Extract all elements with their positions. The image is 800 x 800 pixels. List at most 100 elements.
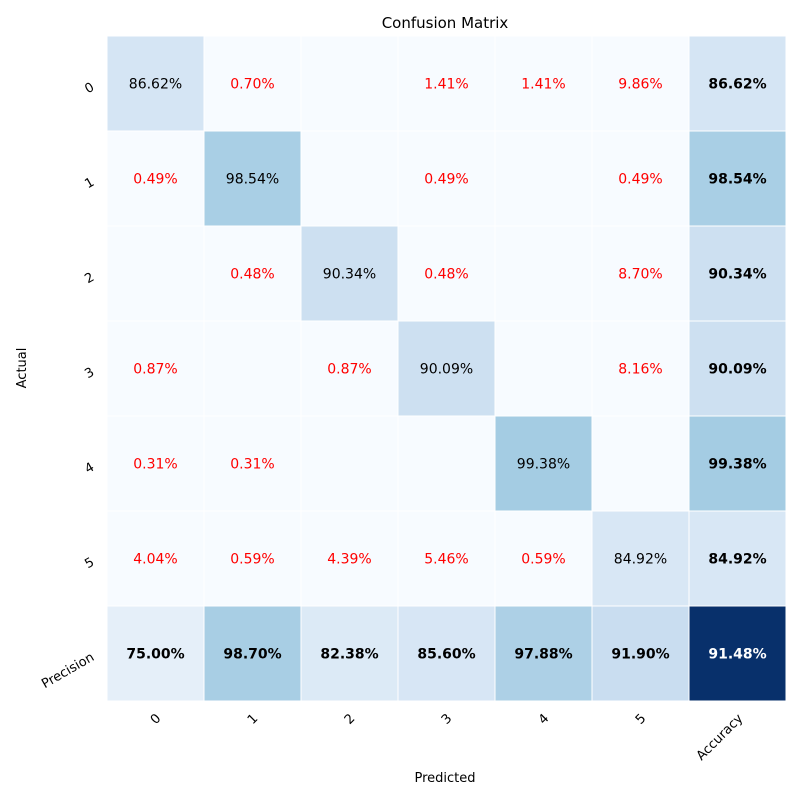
heatmap-cell-r5-c2: [300, 510, 399, 607]
x-tick-1: 1: [245, 711, 261, 727]
cell-label-r0-c4: 1.41%: [521, 77, 565, 93]
cell-label-r2-c2: 90.34%: [323, 267, 376, 283]
heatmap-cell-r3-c3: [397, 320, 496, 417]
heatmap-cell-r3-c6: [688, 320, 787, 417]
y-tick-1: 1: [82, 175, 97, 192]
heatmap-cell-r6-c0: [106, 605, 205, 702]
cell-label-r6-c0: 75.00%: [126, 647, 184, 663]
heatmap-cell-r6-c4: [494, 605, 593, 702]
cell-label-r2-c6: 90.34%: [708, 267, 766, 283]
cell-label-r5-c0: 4.04%: [133, 552, 177, 568]
heatmap-cell-r2-c2: [300, 225, 399, 322]
heatmap-cell-r0-c1: [203, 35, 302, 132]
heatmap-cell-r2-c6: [688, 225, 787, 322]
heatmap-cell-r5-c1: [203, 510, 302, 607]
x-tick-2: 2: [342, 711, 358, 727]
cell-label-r5-c1: 0.59%: [230, 552, 274, 568]
cell-label-r0-c1: 0.70%: [230, 77, 274, 93]
cell-label-r6-c4: 97.88%: [514, 647, 572, 663]
chart-title: Confusion Matrix: [382, 14, 509, 32]
cell-label-r5-c3: 5.46%: [424, 552, 468, 568]
cell-label-r4-c4: 99.38%: [517, 457, 570, 473]
heatmap-cells: [106, 35, 787, 702]
heatmap-cell-r1-c4: [494, 130, 593, 227]
heatmap-cell-r0-c5: [591, 35, 690, 132]
x-tick-5: 5: [633, 711, 649, 727]
x-tick-labels: 0 1 2 3 4 5 Accuracy: [148, 711, 747, 764]
heatmap-cell-r5-c3: [397, 510, 496, 607]
y-tick-3: 3: [82, 365, 97, 382]
heatmap-cell-r3-c5: [591, 320, 690, 417]
heatmap-cell-r4-c3: [397, 415, 496, 512]
cell-label-r6-c5: 91.90%: [611, 647, 669, 663]
cell-label-r1-c3: 0.49%: [424, 172, 468, 188]
y-tick-labels: 0 1 2 3 4 5 Precision: [39, 80, 97, 692]
x-tick-3: 3: [439, 711, 455, 727]
cell-label-r5-c5: 84.92%: [614, 552, 667, 568]
x-axis-label: Predicted: [414, 771, 475, 786]
cell-label-r6-c6: 91.48%: [708, 647, 766, 663]
cell-label-r1-c6: 98.54%: [708, 172, 766, 188]
heatmap-cell-r5-c0: [106, 510, 205, 607]
heatmap-cell-r1-c6: [688, 130, 787, 227]
heatmap-cell-r1-c0: [106, 130, 205, 227]
heatmap-cell-r4-c6: [688, 415, 787, 512]
heatmap-cell-r1-c2: [300, 130, 399, 227]
cell-label-r0-c0: 86.62%: [129, 77, 182, 93]
cell-label-r2-c3: 0.48%: [424, 267, 468, 283]
heatmap-cell-r2-c5: [591, 225, 690, 322]
cell-label-r6-c1: 98.70%: [223, 647, 281, 663]
cell-label-r2-c1: 0.48%: [230, 267, 274, 283]
cell-label-r3-c3: 90.09%: [420, 362, 473, 378]
heatmap-cell-r2-c4: [494, 225, 593, 322]
cell-label-r3-c2: 0.87%: [327, 362, 371, 378]
cell-label-r5-c4: 0.59%: [521, 552, 565, 568]
x-tick-accuracy: Accuracy: [694, 711, 747, 764]
cell-label-r0-c5: 9.86%: [618, 77, 662, 93]
heatmap-cell-r4-c2: [300, 415, 399, 512]
cell-label-r6-c2: 82.38%: [320, 647, 378, 663]
heatmap-cell-r5-c4: [494, 510, 593, 607]
heatmap-cell-r2-c3: [397, 225, 496, 322]
cell-labels: 86.62% 0.70% 1.41% 1.41% 9.86% 86.62% 0.49% 98.…: [126, 77, 766, 663]
cell-label-r0-c3: 1.41%: [424, 77, 468, 93]
heatmap-cell-r6-c6: [688, 605, 787, 702]
heatmap-cell-r2-c1: [203, 225, 302, 322]
heatmap-cell-r3-c4: [494, 320, 593, 417]
heatmap-cell-r0-c2: [300, 35, 399, 132]
heatmap-cell-r2-c0: [106, 225, 205, 322]
heatmap-cell-r5-c6: [688, 510, 787, 607]
heatmap-cell-r4-c5: [591, 415, 690, 512]
cell-label-r3-c5: 8.16%: [618, 362, 662, 378]
heatmap-cell-r0-c4: [494, 35, 593, 132]
cell-label-r2-c5: 8.70%: [618, 267, 662, 283]
y-axis-label: Actual: [15, 348, 30, 389]
cell-label-r5-c2: 4.39%: [327, 552, 371, 568]
heatmap-cell-r0-c0: [106, 35, 205, 132]
cell-label-r4-c1: 0.31%: [230, 457, 274, 473]
cell-label-r5-c6: 84.92%: [708, 552, 766, 568]
heatmap-cell-r6-c5: [591, 605, 690, 702]
x-tick-0: 0: [148, 711, 164, 727]
cell-label-r6-c3: 85.60%: [417, 647, 475, 663]
y-tick-5: 5: [82, 555, 97, 572]
heatmap-cell-r3-c0: [106, 320, 205, 417]
cell-label-r3-c6: 90.09%: [708, 362, 766, 378]
heatmap-cell-r3-c1: [203, 320, 302, 417]
cell-label-r3-c0: 0.87%: [133, 362, 177, 378]
heatmap-cell-r6-c2: [300, 605, 399, 702]
y-tick-2: 2: [82, 270, 97, 287]
x-tick-4: 4: [536, 711, 552, 727]
cell-label-r1-c0: 0.49%: [133, 172, 177, 188]
y-tick-precision: Precision: [39, 650, 97, 692]
heatmap-cell-r4-c0: [106, 415, 205, 512]
cell-label-r4-c6: 99.38%: [708, 457, 766, 473]
y-tick-0: 0: [82, 80, 97, 97]
cell-label-r1-c5: 0.49%: [618, 172, 662, 188]
heatmap-cell-r0-c3: [397, 35, 496, 132]
cell-label-r1-c1: 98.54%: [226, 172, 279, 188]
heatmap-cell-r1-c5: [591, 130, 690, 227]
y-tick-4: 4: [82, 460, 97, 477]
heatmap-cell-r6-c3: [397, 605, 496, 702]
